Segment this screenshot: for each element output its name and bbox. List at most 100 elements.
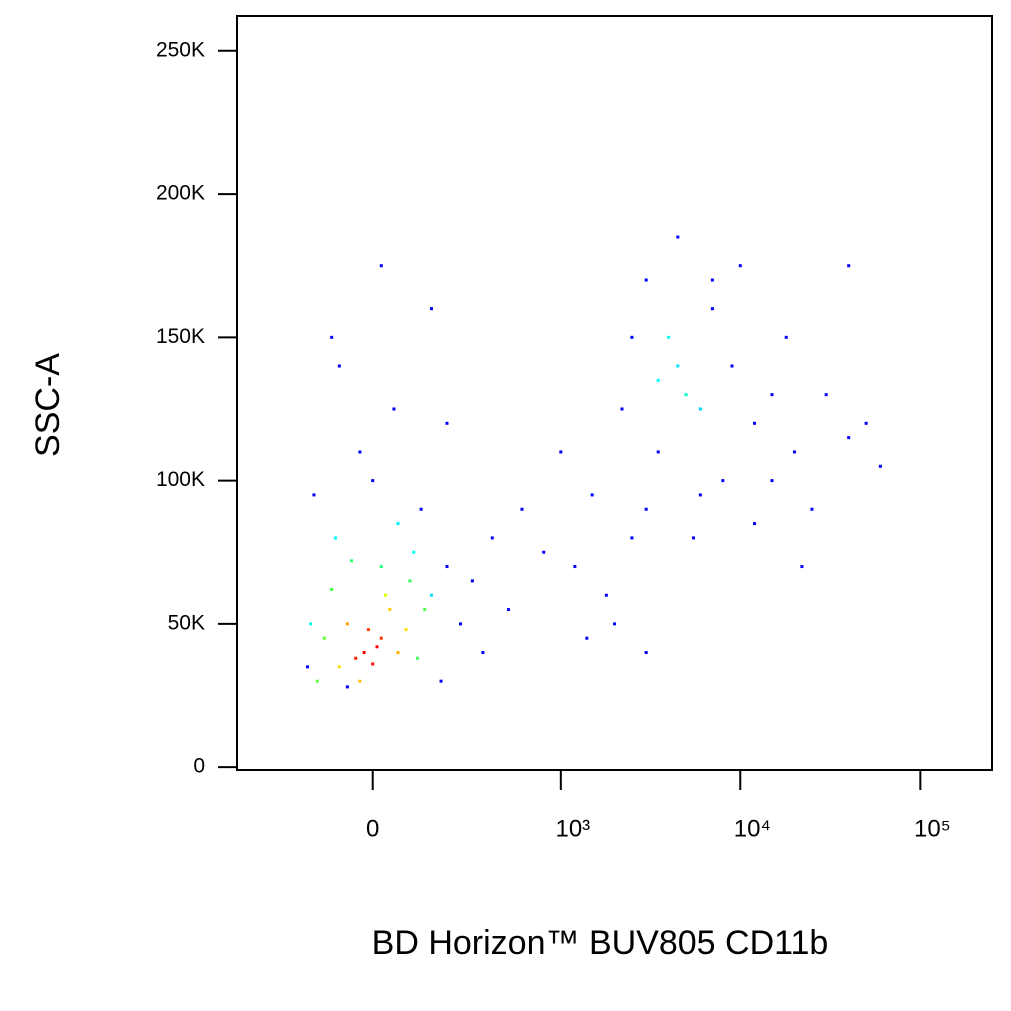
point	[800, 565, 804, 569]
point	[384, 593, 388, 597]
point	[412, 550, 416, 554]
point	[392, 407, 396, 411]
point	[738, 264, 742, 268]
point	[692, 536, 696, 540]
point	[445, 421, 449, 425]
point	[371, 479, 375, 483]
point	[445, 565, 449, 569]
point	[630, 335, 634, 339]
point	[520, 507, 524, 511]
point	[620, 407, 624, 411]
point	[337, 665, 341, 669]
y-tick-label: 250K	[156, 38, 205, 61]
point	[710, 307, 714, 311]
point	[330, 335, 334, 339]
point	[379, 264, 383, 268]
point	[721, 479, 725, 483]
point	[362, 651, 366, 655]
point	[644, 651, 648, 655]
point	[506, 608, 510, 612]
point	[481, 651, 485, 655]
x-tick-label: 10³	[555, 815, 590, 842]
point	[419, 507, 423, 511]
point	[337, 364, 341, 368]
point	[824, 393, 828, 397]
point	[309, 622, 313, 626]
point	[792, 450, 796, 454]
x-tick-label: 10⁵	[914, 815, 951, 842]
point	[630, 536, 634, 540]
point	[847, 436, 851, 440]
point	[698, 407, 702, 411]
point	[604, 593, 608, 597]
x-tick-label: 0	[366, 815, 379, 842]
point	[676, 235, 680, 239]
point	[315, 679, 319, 683]
point	[730, 364, 734, 368]
point	[470, 579, 474, 583]
point	[573, 565, 577, 569]
point	[770, 479, 774, 483]
point	[784, 335, 788, 339]
x-axis-label: BD Horizon™ BUV805 CD11b	[372, 924, 829, 962]
point	[375, 645, 379, 649]
point	[333, 536, 337, 540]
point	[459, 622, 463, 626]
point	[590, 493, 594, 497]
point	[753, 421, 757, 425]
point	[349, 559, 353, 563]
y-tick-label: 100K	[156, 468, 205, 491]
point	[676, 364, 680, 368]
point	[878, 464, 882, 468]
point	[396, 651, 400, 655]
point	[423, 608, 427, 612]
y-axis-label: SSC-A	[29, 353, 67, 457]
point	[358, 450, 362, 454]
point	[684, 393, 688, 397]
y-tick-label: 200K	[156, 182, 205, 205]
point	[354, 656, 358, 660]
point	[415, 656, 419, 660]
point	[613, 622, 617, 626]
point	[542, 550, 546, 554]
point	[379, 565, 383, 569]
point	[439, 679, 443, 683]
point	[585, 636, 589, 640]
point	[404, 628, 408, 632]
x-tick-label: 10⁴	[734, 815, 771, 842]
point	[429, 307, 433, 311]
point	[710, 278, 714, 282]
point	[667, 335, 671, 339]
point	[429, 593, 433, 597]
point	[753, 522, 757, 526]
point	[656, 378, 660, 382]
point	[698, 493, 702, 497]
point	[847, 264, 851, 268]
point	[345, 622, 349, 626]
point	[864, 421, 868, 425]
point	[490, 536, 494, 540]
point	[358, 679, 362, 683]
point	[644, 507, 648, 511]
point	[644, 278, 648, 282]
point	[396, 522, 400, 526]
point	[312, 493, 316, 497]
point	[345, 685, 349, 689]
plot-frame	[236, 15, 993, 771]
y-tick-label: 50K	[168, 611, 205, 634]
point	[559, 450, 563, 454]
point	[330, 587, 334, 591]
point	[322, 636, 326, 640]
y-tick-label: 150K	[156, 325, 205, 348]
point	[366, 628, 370, 632]
point	[371, 662, 375, 666]
point	[810, 507, 814, 511]
point	[770, 393, 774, 397]
point	[656, 450, 660, 454]
point	[408, 579, 412, 583]
y-tick-label: 0	[193, 755, 205, 778]
point	[379, 636, 383, 640]
point	[305, 665, 309, 669]
point	[388, 608, 392, 612]
